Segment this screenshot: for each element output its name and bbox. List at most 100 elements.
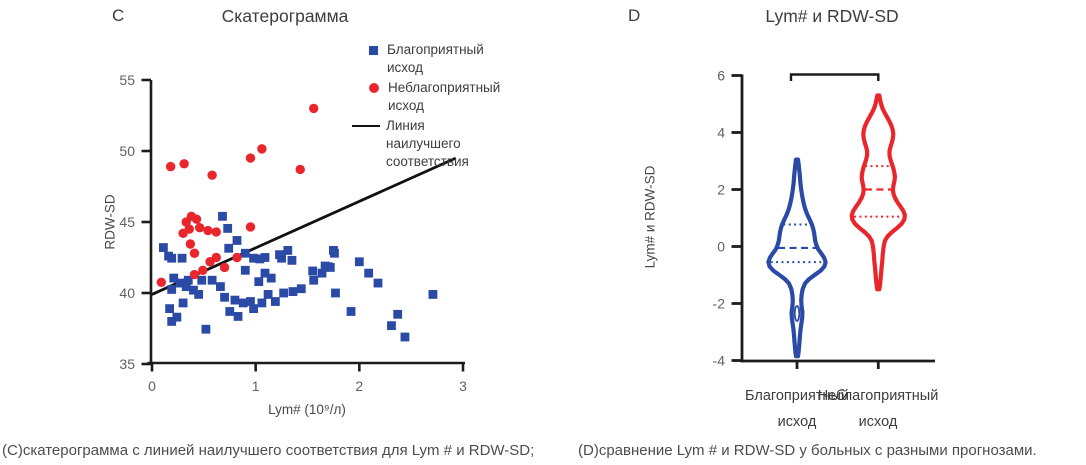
scatter-point-favorable: [309, 275, 319, 285]
scatter-y-tick-label: 55: [119, 72, 135, 88]
scatter-point-favorable: [325, 263, 335, 272]
scatter-point-unfavorable: [198, 265, 208, 275]
violin-tail-detail: [793, 305, 801, 322]
significance-bracket: [789, 73, 880, 81]
scatter-point-favorable: [159, 243, 168, 252]
scatter-point-favorable: [218, 211, 227, 221]
scatter-point-favorable: [400, 332, 410, 342]
scatter-point-favorable: [197, 275, 207, 285]
scatter-point-favorable: [169, 273, 179, 283]
scatter-y-tick-label: 45: [119, 214, 135, 230]
scatter-point-unfavorable: [185, 239, 196, 249]
scatter-point-favorable: [240, 265, 250, 275]
scatter-point-favorable: [240, 248, 250, 258]
scatter-point-favorable: [373, 278, 383, 288]
scatter-point-unfavorable: [165, 161, 176, 172]
scatter-point-favorable: [260, 268, 270, 278]
scatter-point-unfavorable: [179, 159, 189, 169]
scatter-y-tick-label: 35: [119, 356, 135, 372]
scatter-point-favorable: [225, 307, 235, 316]
scatter-y-tick-label: 50: [119, 143, 135, 159]
scatter-point-unfavorable: [245, 222, 256, 232]
scatter-point-favorable: [320, 261, 330, 271]
legend-item: Неблагоприятный исход: [369, 79, 501, 115]
scatter-point-favorable: [308, 266, 318, 276]
scatter-point-favorable: [296, 284, 306, 294]
scatter-point-favorable: [216, 282, 225, 292]
scatter-point-favorable: [189, 285, 198, 295]
scatter-point-favorable: [279, 288, 289, 298]
scatter-point-favorable: [266, 273, 276, 283]
scatter-point-unfavorable: [232, 252, 242, 263]
legend-item: Благоприятный исход: [369, 41, 496, 77]
violin-y-axis-label: Lym# и RDW-SD: [642, 165, 658, 269]
scatter-panel-svg: 55 50 45 40 35 0 1 2 3: [119, 72, 467, 394]
scatter-point-favorable: [233, 312, 243, 321]
scatter-point-favorable: [178, 298, 188, 308]
violin-y-tick-label: 4: [717, 125, 725, 141]
legend-item: Линия наилучшего соответствия: [352, 117, 496, 171]
scatter-point-favorable: [270, 297, 280, 306]
scatter-point-favorable: [167, 253, 177, 263]
category-label-unfavorable: Неблагоприятный исход: [817, 388, 939, 430]
scatter-point-unfavorable: [189, 248, 200, 258]
scatter-point-favorable: [224, 243, 234, 253]
violin-y-tick-label: 0: [717, 239, 725, 255]
violin-y-tick-label: 2: [717, 182, 725, 198]
scatter-point-favorable: [223, 223, 233, 233]
scatter-x-tick-label: 2: [355, 378, 363, 394]
scatter-y-axis-label: RDW-SD: [102, 194, 118, 250]
scatter-legend: Благоприятный исход Неблагоприятный исход…: [352, 41, 501, 173]
scatter-point-unfavorable: [156, 277, 167, 288]
legend-square-marker-icon: [369, 46, 378, 55]
scatter-point-favorable: [346, 307, 356, 316]
legend-label: Неблагоприятный исход: [388, 80, 501, 113]
scatter-point-unfavorable: [203, 225, 213, 236]
legend-circle-marker-icon: [369, 83, 379, 93]
scatter-point-unfavorable: [189, 269, 200, 280]
scatter-point-unfavorable: [295, 164, 305, 175]
scatter-point-favorable: [428, 290, 438, 299]
scatter-point-unfavorable: [219, 262, 230, 273]
scatter-point-unfavorable: [245, 153, 256, 163]
scatter-point-favorable: [393, 309, 403, 319]
scatter-point-favorable: [165, 304, 175, 314]
scatter-point-favorable: [181, 282, 191, 292]
panel-title-scatterogram: Скатерограмма: [221, 6, 349, 26]
scatter-x-tick-label: 1: [252, 378, 260, 394]
scatter-point-favorable: [317, 268, 327, 278]
scatter-point-favorable: [167, 285, 177, 294]
caption-panel-c: (C)скатерограмма с линией наилучшего соо…: [2, 442, 535, 459]
scatter-x-tick-label: 0: [148, 378, 156, 394]
scatter-point-favorable: [254, 277, 264, 287]
scatter-point-favorable: [364, 268, 374, 278]
violin-y-tick-label: 6: [717, 68, 725, 84]
caption-panel-d: (D)сравнение Lym # и RDW-SD у больных с …: [578, 442, 1037, 459]
scatter-point-favorable: [275, 250, 284, 260]
scatter-point-unfavorable: [257, 144, 267, 154]
scatter-point-favorable: [201, 324, 211, 334]
scatter-y-tick-label: 40: [119, 285, 135, 301]
scatter-point-favorable: [167, 317, 177, 326]
scatter-point-favorable: [230, 295, 240, 305]
panel-label-c: C: [112, 6, 125, 25]
scatter-point-favorable: [172, 312, 182, 322]
scatter-point-unfavorable: [309, 103, 319, 114]
scatter-point-favorable: [387, 321, 396, 331]
legend-label: Благоприятный исход: [387, 42, 484, 75]
panel-title-violin: Lym# и RDW-SD: [765, 6, 899, 26]
scatter-point-unfavorable: [211, 227, 221, 237]
scatter-point-favorable: [249, 253, 258, 263]
scatter-point-favorable: [246, 297, 255, 306]
scatter-point-favorable: [207, 275, 217, 285]
violin-panel-svg: 6 4 2 0 -2 -4: [713, 68, 935, 369]
scatter-point-favorable: [220, 292, 229, 302]
scatter-point-unfavorable: [191, 214, 202, 224]
scatter-point-favorable: [177, 253, 187, 263]
scatter-point-favorable: [288, 287, 298, 296]
scatter-point-unfavorable: [184, 224, 195, 234]
violin-outline-favorable: [766, 157, 828, 359]
scatter-point-unfavorable: [207, 170, 217, 180]
scatter-point-favorable: [260, 253, 270, 262]
